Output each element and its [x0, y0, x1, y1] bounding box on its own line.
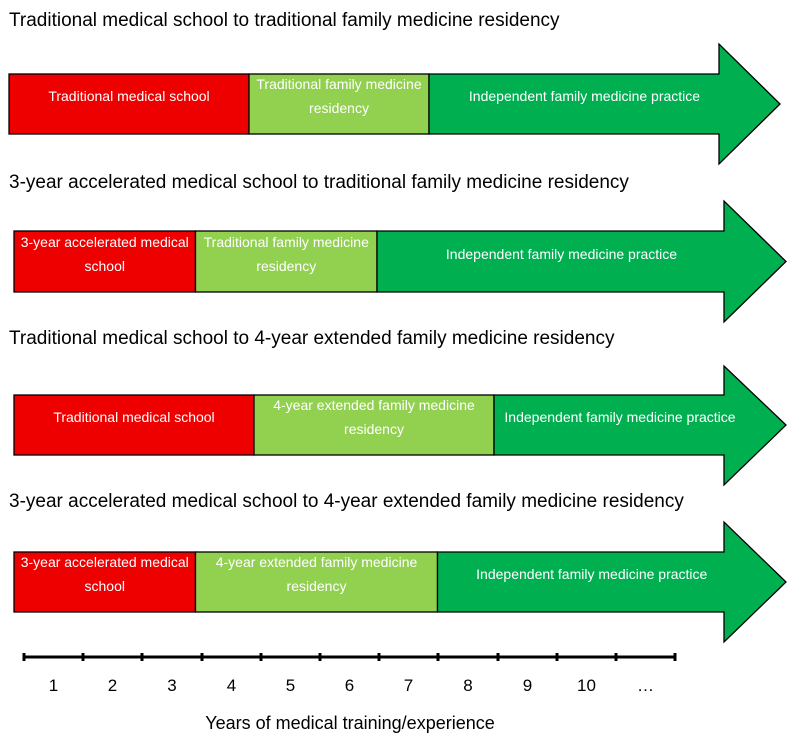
pathway-title: Traditional medical school to 4-year ext… [9, 328, 615, 349]
tick-label: 4 [226, 676, 237, 695]
practice-label: Independent family medicine practice [445, 245, 678, 262]
residency-label: 4-year extended family medicine residenc… [273, 397, 475, 437]
residency-segment [194, 230, 378, 293]
pathway-title: 3-year accelerated medical school to tra… [9, 172, 629, 193]
axis-title: Years of medical training/experience [205, 713, 495, 733]
tick-label: 1 [48, 676, 59, 695]
medical-school-segment [13, 230, 197, 293]
residency-segment [248, 73, 430, 135]
medical-school-segment [13, 551, 197, 613]
tick-label: 5 [285, 676, 296, 695]
tick-label: 9 [522, 676, 533, 695]
tick-label: 3 [167, 676, 177, 695]
practice-label: Independent family medicine practice [468, 88, 701, 104]
pathway-title: 3-year accelerated medical school to 4-y… [9, 491, 684, 512]
tick-label: 10 [577, 676, 596, 695]
practice-arrow [493, 364, 787, 487]
medical-school-label: Traditional medical school [48, 88, 210, 104]
medical-school-segment [13, 394, 255, 456]
tick-label: 8 [463, 676, 473, 695]
tick-label: 7 [403, 676, 414, 695]
practice-arrow [436, 520, 787, 644]
practice-arrow [376, 199, 787, 324]
tick-label: … [637, 676, 654, 695]
practice-arrow [428, 42, 781, 166]
practice-label: Independent family medicine practice [476, 566, 708, 582]
residency-label: Traditional family medicine residency [203, 233, 369, 274]
pathway-title: Traditional medical school to traditiona… [9, 10, 560, 31]
residency-segment [194, 551, 439, 613]
residency-label: Traditional family medicine residency [256, 76, 422, 116]
medical-school-segment [8, 73, 250, 135]
residency-label: 4-year extended family medicine residenc… [215, 554, 418, 594]
tick-label: 2 [107, 676, 118, 695]
practice-label: Independent family medicine practice [504, 409, 736, 425]
medical-school-label: 3-year accelerated medical school [20, 233, 189, 274]
medical-school-label: 3-year accelerated medical school [20, 554, 189, 594]
medical-school-label: Traditional medical school [53, 409, 215, 425]
tick-label: 6 [344, 676, 355, 695]
